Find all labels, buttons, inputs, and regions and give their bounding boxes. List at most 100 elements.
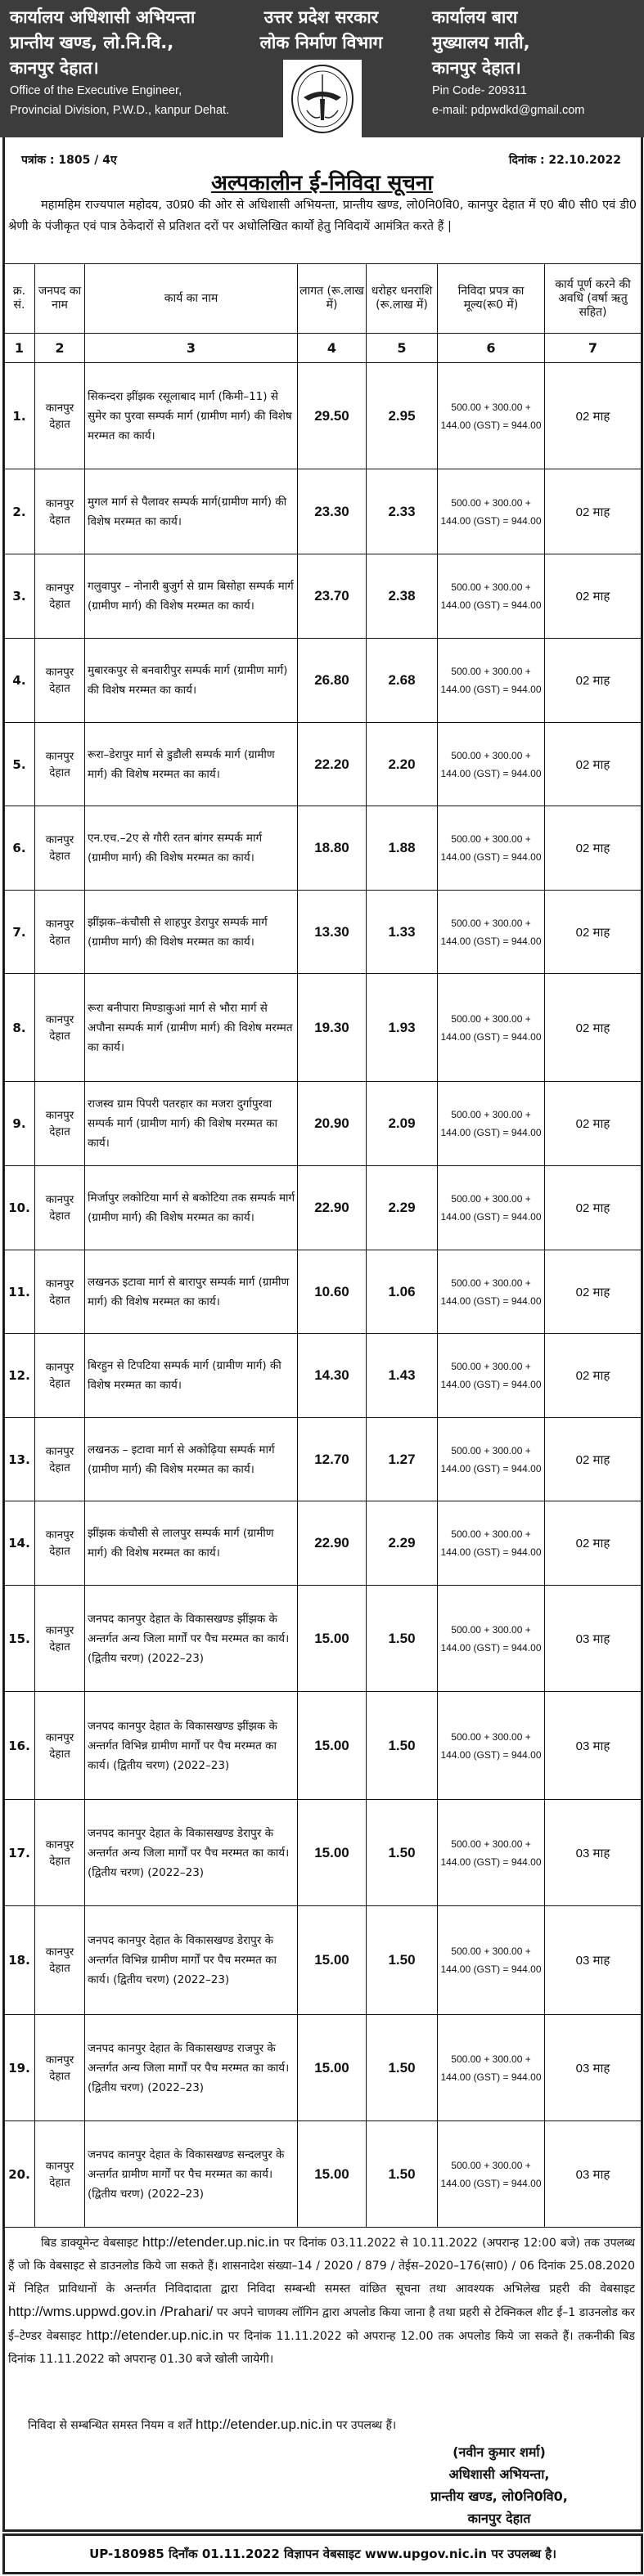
serial-cell: 8. [3,973,35,1082]
work-name-cell: सिकन्दरा झींझक रसूलाबाद मार्ग (किमी–11) … [84,362,298,469]
col-header-cost: लागत (रू.लाख में) [297,263,367,334]
col-header-district: जनपद का नाम [34,263,85,334]
period-cell: 03 माह [544,2014,642,2121]
period-cell: 02 माह [544,1250,642,1334]
table-row: 16. कानपुर देहात जनपद कानपुर देहात के विका… [3,1691,642,1800]
period-cell: 02 माह [544,1417,642,1501]
tender-fee-cell: 500.00 + 300.00 + 144.00 (GST) = 944.00 [437,362,545,469]
cost-cell: 10.60 [297,1250,367,1334]
table-row: 7. कानपुर देहात झींझक–कंचौसी से शाहपुर डेर… [3,890,642,974]
work-name-cell: गलुवापुर – नोनारी बुजुर्ग से ग्राम बिसोह… [84,554,298,639]
district-cell: कानपुर देहात [34,1691,85,1800]
footer-paragraph: बिड डाक्यूमेन्ट वेबसाइट http://etender.u… [8,2231,635,2371]
period-cell: 02 माह [544,362,642,469]
tender-fee-cell: 500.00 + 300.00 + 144.00 (GST) = 944.00 [437,1417,545,1501]
etender-link[interactable]: http://etender.up.nic.in [142,2234,280,2250]
work-name-cell: जनपद कानपुर देहात के विकासखण्ड झींझक के … [84,1585,298,1692]
district-cell: कानपुर देहात [34,362,85,469]
tender-fee-cell: 500.00 + 300.00 + 144.00 (GST) = 944.00 [437,2014,545,2121]
footer-text: पर दिनांक 11.11.2022 को अपरान्ह 12.00 तक… [8,2330,635,2366]
table-row: 10. कानपुर देहात मिर्जापुर लकोटिया मार्ग स… [3,1165,642,1250]
col-header-work: कार्य का नाम [84,263,298,334]
district-cell: कानपुर देहात [34,722,85,806]
serial-cell: 3. [3,554,35,639]
emd-cell: 1.33 [366,890,438,974]
serial-cell: 6. [3,806,35,891]
work-name-cell: एन.एच.–2ए से गौरी रतन बांगर सम्पर्क मार्… [84,806,298,891]
header-band: कार्यालय अधिशासी अभियन्ता प्रान्तीय खण्ड… [0,0,644,137]
period-cell: 03 माह [544,1799,642,1906]
tender-fee-cell: 500.00 + 300.00 + 144.00 (GST) = 944.00 [437,890,545,974]
serial-cell: 5. [3,722,35,806]
cost-cell: 29.50 [297,362,367,469]
office-line: कार्यालय अधिशासी अभियन्ता [10,7,196,27]
table-row: 1. कानपुर देहात सिकन्दरा झींझक रसूलाबाद मा… [3,362,642,469]
emd-cell: 1.50 [366,1799,438,1906]
tender-fee-cell: 500.00 + 300.00 + 144.00 (GST) = 944.00 [437,638,545,723]
period-cell: 02 माह [544,890,642,974]
work-name-cell: राजस्व ग्राम पिपरी पतरहार का मजरा दुर्गा… [84,1081,298,1166]
district-cell: कानपुर देहात [34,1081,85,1166]
cost-cell: 15.00 [297,1691,367,1800]
table-body: 1. कानपुर देहात सिकन्दरा झींझक रसूलाबाद मा… [3,362,642,2228]
column-number-row: 1 2 3 4 5 6 7 [3,333,642,363]
district-cell: कानपुर देहात [34,1501,85,1586]
emd-cell: 1.50 [366,1585,438,1692]
letter-date: दिनांक : 22.10.2022 [508,154,621,167]
work-name-cell: जनपद कानपुर देहात के विकासखण्ड डेरापुर क… [84,1799,298,1906]
header-left: कार्यालय अधिशासी अभियन्ता प्रान्तीय खण्ड… [10,5,229,120]
cost-cell: 15.00 [297,1799,367,1906]
etender-link[interactable]: http://etender.up.nic.in [196,2417,333,2432]
emd-cell: 2.29 [366,1165,438,1250]
serial-cell: 9. [3,1081,35,1166]
cost-cell: 22.20 [297,722,367,806]
district-cell: कानपुर देहात [34,638,85,723]
rules-text: निविदा से सम्बन्धित समस्त नियम व शर्तें [28,2419,192,2432]
tender-fee-cell: 500.00 + 300.00 + 144.00 (GST) = 944.00 [437,1585,545,1692]
cost-cell: 15.00 [297,1905,367,2015]
tender-fee-cell: 500.00 + 300.00 + 144.00 (GST) = 944.00 [437,722,545,806]
serial-cell: 15. [3,1585,35,1692]
tender-fee-cell: 500.00 + 300.00 + 144.00 (GST) = 944.00 [437,1250,545,1334]
column-number: 1 [3,333,35,363]
period-cell: 02 माह [544,722,642,806]
work-name-cell: मिर्जापुर लकोटिया मार्ग से बकोटिया तक सम… [84,1165,298,1250]
cost-cell: 15.00 [297,1585,367,1692]
cost-cell: 22.90 [297,1165,367,1250]
work-name-cell: रूरा–डेरापुर मार्ग से डुडौली सम्पर्क मार… [84,722,298,806]
signatory-name: (नवीन कुमार शर्मा) [453,2444,546,2460]
header-center: उत्तर प्रदेश सरकार लोक निर्माण विभाग [237,5,405,56]
up-emblem-logo [283,60,362,137]
tender-fee-cell: 500.00 + 300.00 + 144.00 (GST) = 944.00 [437,1799,545,1906]
cost-cell: 23.30 [297,469,367,554]
serial-cell: 11. [3,1250,35,1334]
period-cell: 02 माह [544,1501,642,1586]
cost-cell: 12.70 [297,1417,367,1501]
rules-line: निविदा से सम्बन्धित समस्त नियम व शर्तें … [28,2417,396,2433]
table-row: 20. कानपुर देहात जनपद कानपुर देहात के विका… [3,2120,642,2228]
work-name-cell: लखनऊ – इटावा मार्ग से अकोढ़िया सम्पर्क म… [84,1417,298,1501]
prahari-link[interactable]: http://wms.uppwd.gov.in /Prahari/ [8,2304,214,2319]
serial-cell: 19. [3,2014,35,2121]
cost-cell: 14.30 [297,1333,367,1418]
emd-cell: 2.95 [366,362,438,469]
column-number: 3 [84,333,298,363]
table-row: 17. कानपुर देहात जनपद कानपुर देहात के विका… [3,1799,642,1906]
emd-cell: 2.20 [366,722,438,806]
emd-cell: 1.06 [366,1250,438,1334]
office-line: प्रान्तीय खण्ड, लो.नि.वि., [10,33,174,52]
column-number: 2 [34,333,85,363]
serial-cell: 12. [3,1333,35,1418]
col-header-period: कार्य पूर्ण करने की अवधि (वर्षा ऋतु सहित… [544,263,642,334]
table-row: 6. कानपुर देहात एन.एच.–2ए से गौरी रतन बांग… [3,806,642,891]
col-header-serial: क्र. सं. [3,263,35,334]
serial-cell: 10. [3,1165,35,1250]
serial-cell: 17. [3,1799,35,1906]
etender-link[interactable]: http://etender.up.nic.in [86,2327,223,2343]
period-cell: 02 माह [544,638,642,723]
cost-cell: 15.00 [297,2014,367,2121]
period-cell: 03 माह [544,2120,642,2228]
col-header-emd: धरोहर धनराशि (रू.लाख में) [366,263,438,334]
work-name-cell: लखनऊ इटावा मार्ग से बारापुर सम्पर्क मार्… [84,1250,298,1334]
signatory-division: प्रान्तीय खण्ड, लो0नि0वि0, [430,2488,568,2504]
